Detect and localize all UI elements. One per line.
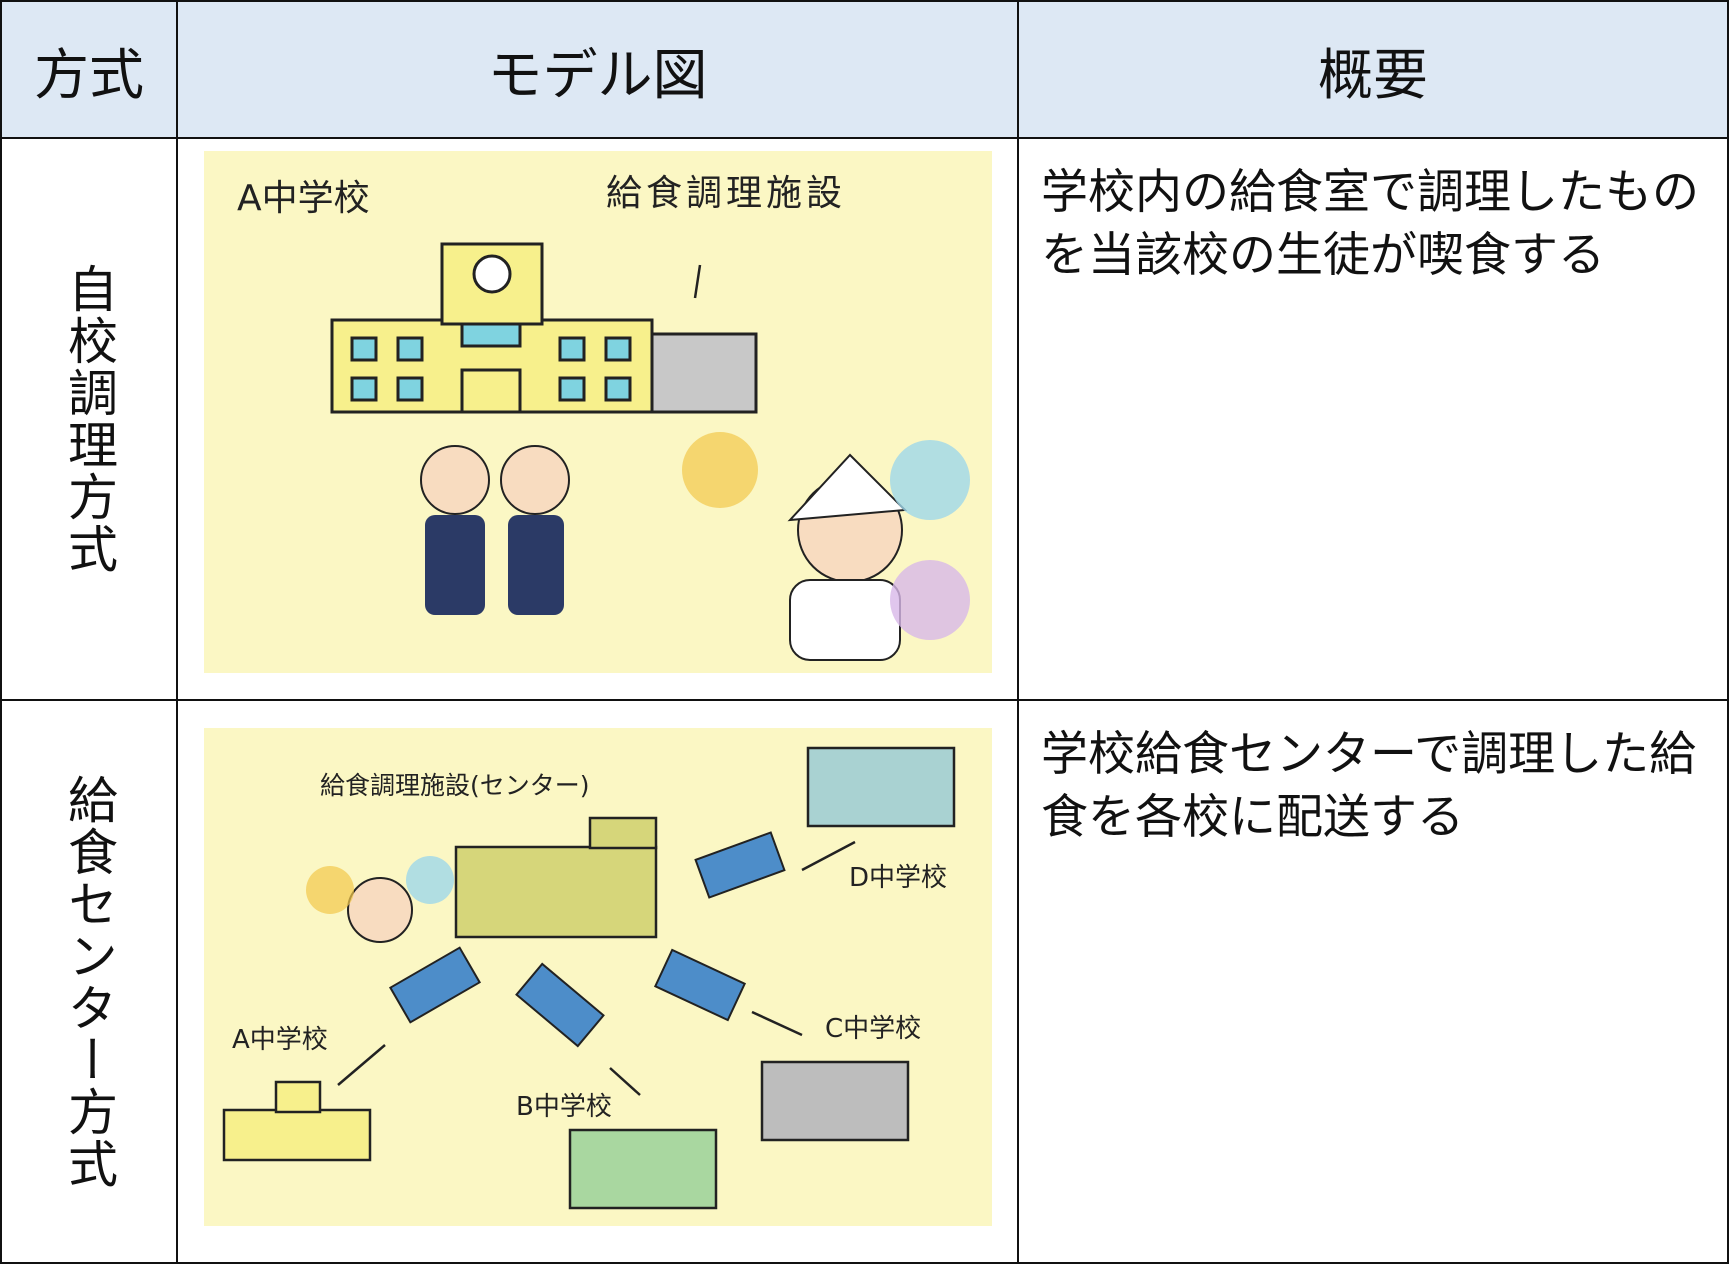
figure-label: A中学校 — [232, 1025, 328, 1055]
people — [420, 432, 970, 661]
header-text: 概要 — [1317, 42, 1428, 107]
overview-text: 学校内の給食室で調理したものを当該校の生徒が喫食する — [1041, 165, 1699, 283]
trucks — [388, 831, 786, 1048]
header-text: 方式 — [33, 42, 144, 107]
overview-cell: 学校給食センターで調理した給食を各校に配送する — [1017, 699, 1729, 1264]
header-text: モデル図 — [487, 42, 708, 107]
overview-text: 学校給食センターで調理した給食を各校に配送する — [1041, 727, 1697, 845]
arrows — [337, 264, 856, 1096]
header-cell: 概要 — [1017, 0, 1729, 139]
figure-label: 給食調理施設(センター) — [320, 771, 590, 800]
figure-label: D中学校 — [849, 863, 947, 893]
figure-label: C中学校 — [825, 1014, 921, 1044]
method-text: 給食センター方式 — [60, 773, 118, 1190]
method-cell: 給食センター方式 — [0, 699, 178, 1264]
school-building — [330, 242, 758, 414]
figure-label: B中学校 — [516, 1092, 612, 1122]
header-cell: 方式 — [0, 0, 178, 139]
method-text: 自校調理方式 — [60, 263, 118, 575]
figure-label: 給食調理施設 — [606, 173, 846, 214]
cook — [306, 856, 454, 943]
figure-label: A中学校 — [237, 178, 370, 219]
buildings — [222, 746, 956, 1210]
overview-cell: 学校内の給食室で調理したものを当該校の生徒が喫食する — [1017, 137, 1729, 701]
